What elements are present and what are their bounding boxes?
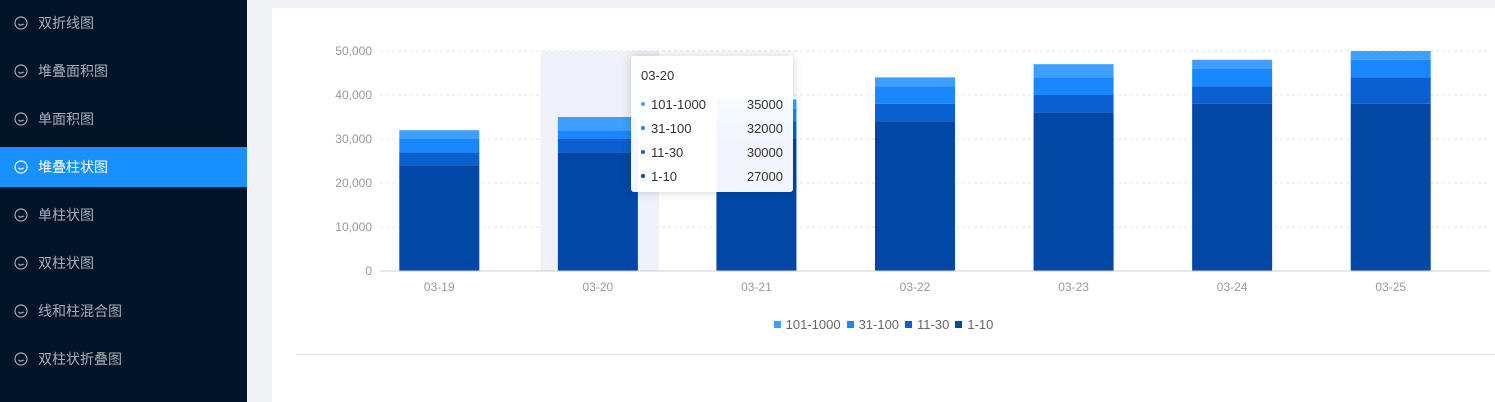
legend-label: 101-1000: [785, 316, 841, 332]
sidebar-item-label: 堆叠柱状图: [38, 159, 108, 175]
bar-segment: [1350, 59, 1431, 78]
smile-icon: [14, 256, 28, 270]
bar-segment: [1192, 103, 1273, 271]
legend-item[interactable]: 31-100: [846, 316, 900, 332]
y-tick-label: 20,000: [335, 176, 372, 190]
bar-segment: [1350, 77, 1431, 104]
legend-label: 31-100: [858, 316, 900, 332]
sidebar-item-5[interactable]: 双柱状图: [0, 243, 247, 283]
tooltip-title: 03-20: [641, 68, 675, 83]
bar-segment: [1192, 86, 1273, 104]
sidebar-item-label: 堆叠面积图: [38, 63, 108, 79]
legend-label: 11-30: [917, 316, 950, 332]
bar-segment: [399, 152, 480, 166]
bar-segment: [399, 130, 480, 139]
x-tick-label: 03-20: [583, 280, 614, 294]
sidebar-item-label: 双柱状图: [38, 255, 94, 271]
smile-icon: [14, 16, 28, 30]
chart-tooltip: 03-20 101-1000 35000 31-100 32000 11-30 30000…: [631, 56, 793, 192]
sidebar-item-4[interactable]: 单柱状图: [0, 195, 247, 235]
sidebar-menu: 双折线图堆叠面积图单面积图堆叠柱状图单柱状图双柱状图线和柱混合图 双柱状折叠图: [0, 0, 247, 402]
bar-segment: [1350, 103, 1431, 271]
legend-swatch: [905, 320, 913, 328]
tooltip-row: 1-10 27000: [641, 164, 783, 188]
bar-segment: [1033, 95, 1114, 113]
tooltip-series-value: 27000: [746, 168, 783, 184]
sidebar-item-label: 单柱状图: [38, 207, 94, 223]
smile-icon: [14, 352, 28, 366]
sidebar-item-label: 单面积图: [38, 111, 94, 127]
x-tick-label: 03-23: [1058, 280, 1089, 294]
chart-legend: 101-1000 31-100 11-30 1-10: [272, 315, 1495, 333]
x-tick-label: 03-22: [900, 280, 931, 294]
smile-icon: [14, 304, 28, 318]
card-divider: [296, 354, 1495, 355]
y-tick-label: 30,000: [335, 132, 372, 146]
stacked-bar-chart: 0 10,000 20,000 30,000 40,000 50,000 03-19 03-2…: [335, 44, 1490, 294]
legend-swatch: [846, 320, 854, 328]
bar-segment: [1033, 112, 1114, 271]
x-tick-label: 03-21: [741, 280, 772, 294]
tooltip-dot: [641, 174, 645, 178]
bar-segment: [875, 77, 955, 87]
bar-segment: [1192, 59, 1273, 69]
bar-segment: [557, 130, 638, 139]
tooltip-dot: [641, 126, 645, 130]
tooltip-series-name: 31-100: [651, 120, 692, 136]
legend-swatch: [955, 320, 963, 328]
sidebar-item-1[interactable]: 堆叠面积图: [0, 51, 247, 91]
content-area: 0 10,000 20,000 30,000 40,000 50,000 03-19 03-2…: [247, 0, 1495, 402]
tooltip-series-value: 35000: [746, 96, 783, 112]
bar-segment: [1033, 64, 1114, 78]
y-tick-label: 0: [365, 264, 372, 278]
y-tick-label: 10,000: [335, 220, 372, 234]
bar-segment: [1192, 68, 1273, 87]
sidebar-item-2[interactable]: 单面积图: [0, 99, 247, 139]
legend-item[interactable]: 1-10: [955, 317, 993, 332]
tooltip-series-name: 1-10: [651, 168, 678, 184]
bar-segment: [1350, 51, 1431, 60]
bar-segment: [399, 165, 480, 271]
x-tick-label: 03-19: [424, 280, 455, 294]
tooltip-dot: [641, 102, 645, 106]
tooltip-series-name: 11-30: [651, 144, 684, 160]
sidebar-item-3[interactable]: 堆叠柱状图: [0, 147, 247, 187]
bar-segment: [399, 139, 480, 153]
smile-icon: [14, 160, 28, 174]
y-tick-label: 50,000: [335, 44, 372, 58]
bar-segment: [875, 121, 955, 272]
sidebar-item-6[interactable]: 线和柱混合图: [0, 291, 247, 331]
bar-segment: [1033, 77, 1114, 95]
bar-segment: [557, 152, 638, 271]
sidebar-item-label: 线和柱混合图: [38, 303, 122, 319]
bar-segment: [557, 139, 638, 153]
sidebar-item-label: 双折线图: [38, 15, 94, 31]
sidebar-item-label: 双柱状折叠图: [38, 351, 122, 367]
tooltip-row: 101-1000 35000: [641, 92, 783, 116]
tooltip-series-name: 101-1000: [651, 96, 706, 112]
legend-item[interactable]: 101-1000: [773, 316, 841, 332]
bar-segment: [875, 86, 955, 104]
legend-label: 1-10: [967, 316, 994, 332]
bar-segment: [557, 117, 638, 131]
x-tick-label: 03-24: [1217, 280, 1248, 294]
y-tick-label: 40,000: [335, 88, 372, 102]
tooltip-dot: [641, 150, 645, 154]
legend-swatch: [773, 320, 781, 328]
smile-icon: [14, 208, 28, 222]
tooltip-series-value: 32000: [746, 120, 783, 136]
smile-icon: [14, 64, 28, 78]
smile-icon: [14, 112, 28, 126]
tooltip-row: 31-100 32000: [641, 116, 783, 140]
legend-item[interactable]: 11-30: [905, 317, 949, 332]
sidebar-item-7[interactable]: 双柱状折叠图: [0, 339, 247, 379]
sidebar-item-0[interactable]: 双折线图: [0, 3, 247, 43]
chart-card: 0 10,000 20,000 30,000 40,000 50,000 03-19 03-2…: [272, 8, 1495, 402]
x-tick-label: 03-25: [1375, 280, 1406, 294]
bar-segment: [875, 103, 955, 122]
tooltip-series-value: 30000: [746, 144, 783, 160]
tooltip-row: 11-30 30000: [641, 140, 783, 164]
